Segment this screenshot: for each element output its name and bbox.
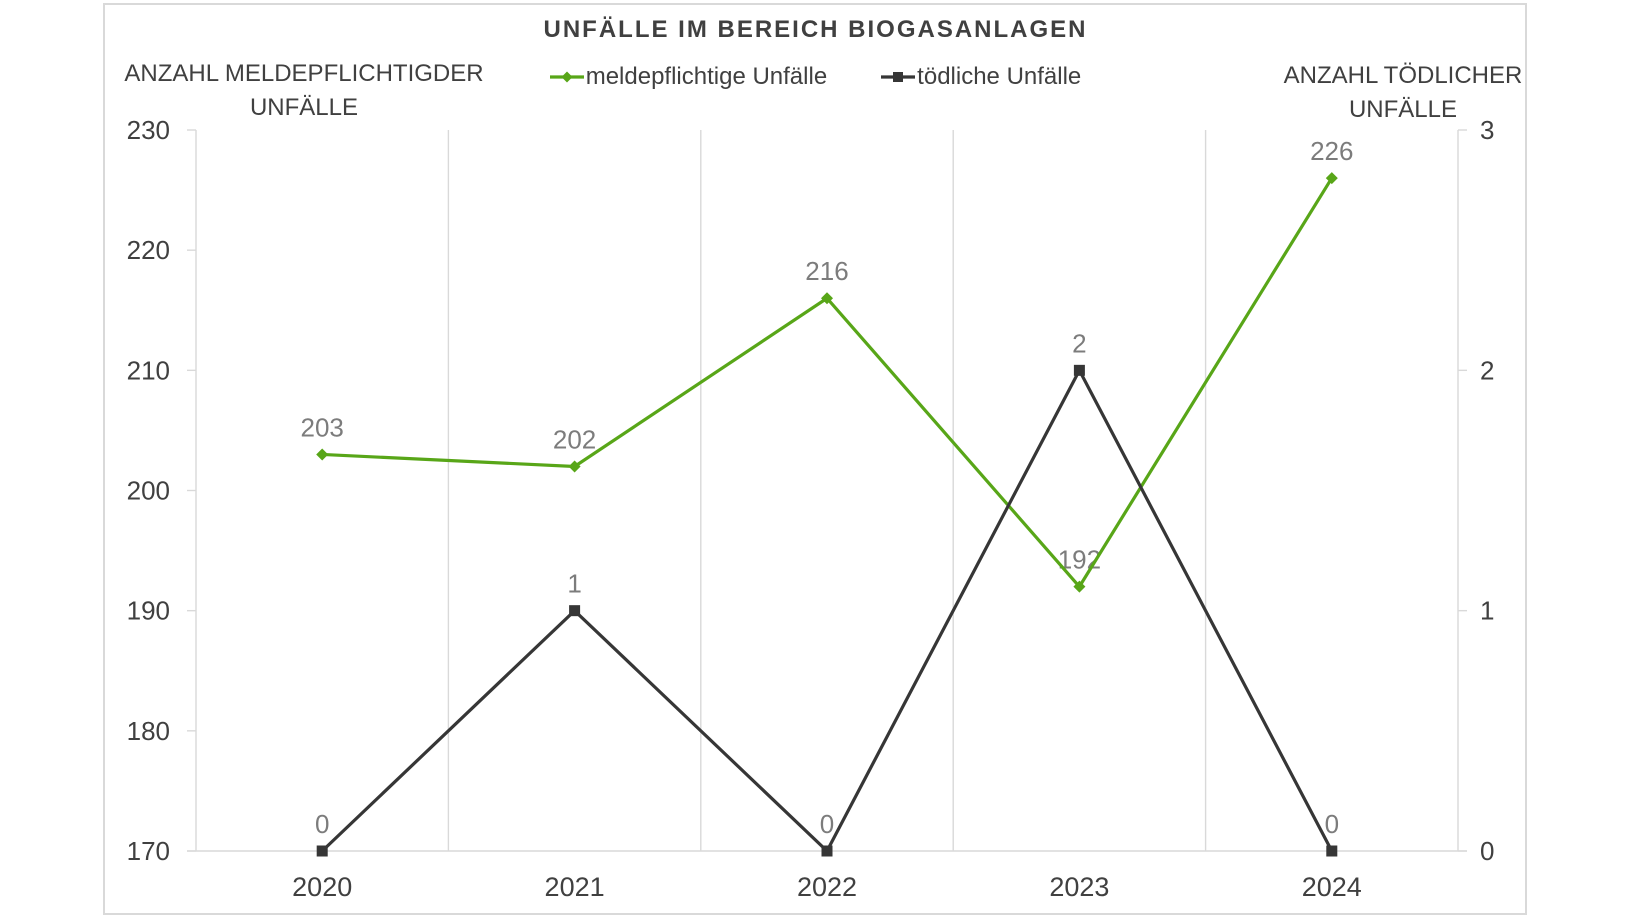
legend: meldepflichtige Unfälle tödliche Unfälle [104,61,1527,93]
left-axis-title-line1: ANZAHL MELDEPFLICHTIGDER [124,60,484,87]
chart-card [103,3,1527,915]
legend-label-meldepflichtige-unfaelle: meldepflichtige Unfälle [585,63,828,90]
series-line-0 [322,177,1334,590]
series-line-1 [321,366,1334,854]
data-label: 2 [1072,328,1086,358]
left-axis-tick-label: 220 [127,235,170,265]
left-axis-tick-label: 180 [127,716,170,746]
data-label: 226 [1310,136,1353,166]
square-marker [821,845,833,857]
x-axis-label: 2024 [1302,872,1362,902]
left-axis-title-line2: UNFÄLLE [249,94,359,121]
left-axis-tick-label: 230 [127,115,170,145]
legend-label-toedliche-unfaelle: tödliche Unfälle [917,63,1082,90]
data-label: 0 [820,809,834,839]
data-label: 0 [1325,809,1339,839]
right-axis-title-line2: UNFÄLLE [1348,96,1458,123]
square-marker [316,845,328,857]
right-axis-tick-label: 3 [1480,115,1494,145]
left-axis-tick-label: 210 [127,355,170,385]
square-marker [1073,364,1085,376]
diamond-marker [1073,580,1086,593]
right-axis-tick-label: 2 [1480,355,1494,385]
dark-line-square-marker-icon [881,70,916,84]
legend-item-meldepflichtige-unfaelle: meldepflichtige Unfälle [549,63,828,91]
legend-item-toedliche-unfaelle: tödliche Unfälle [881,63,1081,91]
green-line-diamond-marker-icon [549,70,584,84]
left-axis-tick-label: 200 [127,476,170,506]
square-marker [569,605,581,617]
x-axis-label: 2022 [797,872,857,902]
data-label: 0 [315,809,329,839]
diamond-marker [1325,172,1338,185]
right-axis-tick-label: 1 [1480,596,1494,626]
data-label: 216 [805,256,848,286]
data-label: 202 [553,424,596,454]
data-label: 203 [301,412,344,442]
right-axis-title-line1: ANZAHL TÖDLICHER [1283,62,1523,89]
left-axis-title: ANZAHL MELDEPFLICHTIGDER UNFÄLLE [124,57,484,125]
diamond-marker [316,448,329,461]
x-axis-label: 2023 [1049,872,1109,902]
chart-title: UNFÄLLE IM BEREICH BIOGASANLAGEN [543,16,1088,43]
left-axis-tick-label: 190 [127,596,170,626]
x-axis-label: 2021 [545,872,605,902]
square-marker [1326,845,1338,857]
diamond-marker [821,292,833,305]
left-axis-tick-label: 170 [127,836,170,866]
right-axis-tick-label: 0 [1480,836,1494,866]
right-axis-title: ANZAHL TÖDLICHER UNFÄLLE [1223,59,1583,127]
diamond-marker [568,460,581,473]
data-label: 1 [567,569,581,599]
x-axis-label: 2020 [292,872,352,902]
